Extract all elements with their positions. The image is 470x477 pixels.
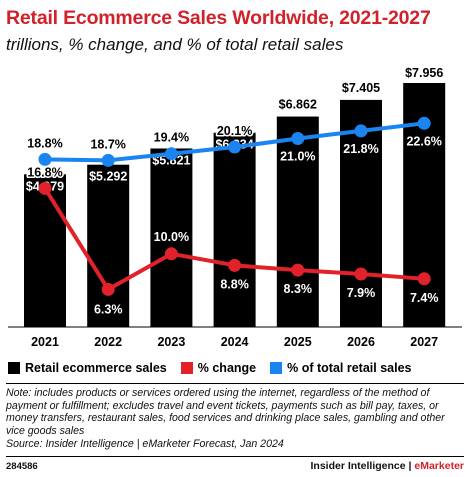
- legend-label-change: % change: [197, 361, 257, 375]
- change-label-2021: 16.8%: [27, 165, 62, 179]
- brand-main: Insider Intelligence |: [310, 460, 415, 472]
- x-tick-2021: 2021: [31, 335, 59, 349]
- change-point-2026: [354, 267, 368, 281]
- brand-accent: eMarketer: [414, 460, 464, 472]
- legend-swatch-sales: [8, 362, 20, 374]
- bar-label-2023: $5.821: [152, 153, 190, 167]
- share-point-2021: [38, 152, 52, 166]
- legend-item-share: % of total retail sales: [270, 361, 411, 375]
- change-label-2025: 8.3%: [284, 282, 313, 296]
- change-label-2027: 7.4%: [410, 291, 439, 305]
- source-line: Source: Insider Intelligence | eMarketer…: [6, 438, 284, 450]
- legend-swatch-change: [180, 362, 193, 374]
- legend-swatch-share: [270, 362, 283, 374]
- legend-item-sales: Retail ecommerce sales: [8, 361, 167, 375]
- share-label-2027: 22.6%: [406, 134, 441, 148]
- change-point-2027: [417, 272, 431, 286]
- share-label-2022: 18.7%: [90, 137, 125, 151]
- bottom-divider: [6, 456, 464, 457]
- share-label-2023: 19.4%: [154, 131, 189, 145]
- x-tick-2026: 2026: [347, 335, 375, 349]
- bar-2021: [24, 174, 66, 327]
- bar-2025: [276, 116, 319, 327]
- chart-title: Retail Ecommerce Sales Worldwide, 2021-2…: [6, 7, 431, 29]
- legend-item-change: % change: [180, 361, 257, 375]
- bar-label-2022: $5.292: [89, 170, 127, 184]
- share-label-2026: 21.8%: [343, 142, 378, 156]
- change-point-2021: [38, 181, 52, 195]
- change-point-2022: [101, 282, 115, 296]
- bar-2022: [87, 164, 130, 327]
- x-tick-2023: 2023: [157, 335, 185, 349]
- x-tick-2024: 2024: [221, 335, 249, 349]
- brand-credit: Insider Intelligence | eMarketer: [310, 460, 464, 472]
- legend-label-share: % of total retail sales: [287, 361, 412, 375]
- chart-id: 284586: [6, 461, 38, 472]
- legend-label-sales: Retail ecommerce sales: [25, 361, 167, 375]
- x-tick-2025: 2025: [284, 335, 312, 349]
- share-point-2027: [417, 116, 431, 130]
- bar-2026: [340, 99, 382, 328]
- change-point-2024: [228, 258, 242, 272]
- share-label-2024: 20.1%: [217, 124, 252, 138]
- share-point-2024: [228, 140, 242, 154]
- change-label-2026: 7.9%: [347, 286, 376, 300]
- bar-2024: [213, 132, 256, 327]
- bar-2023: [150, 148, 193, 327]
- share-label-2021: 18.8%: [27, 136, 62, 150]
- footnote: Note: includes products or services orde…: [6, 387, 445, 437]
- chart-subtitle: trillions, % change, and % of total reta…: [6, 35, 344, 54]
- change-point-2023: [164, 247, 178, 261]
- x-tick-2027: 2027: [410, 335, 438, 349]
- change-label-2022: 6.3%: [94, 302, 123, 316]
- bar-label-2027: $7.956: [405, 66, 443, 80]
- bar-label-2025: $6.862: [279, 98, 317, 112]
- x-tick-2022: 2022: [94, 335, 122, 349]
- share-point-2026: [354, 124, 368, 138]
- share-point-2023: [164, 147, 178, 161]
- share-label-2025: 21.0%: [280, 150, 315, 164]
- bar-label-2026: $7.405: [342, 81, 380, 95]
- change-point-2025: [291, 263, 305, 277]
- change-label-2023: 10.0%: [154, 230, 189, 244]
- legend: Retail ecommerce sales % change % of tot…: [8, 360, 425, 376]
- share-point-2022: [101, 153, 115, 167]
- share-point-2025: [291, 132, 305, 145]
- footer-divider: [6, 383, 464, 384]
- change-label-2024: 8.8%: [220, 277, 249, 291]
